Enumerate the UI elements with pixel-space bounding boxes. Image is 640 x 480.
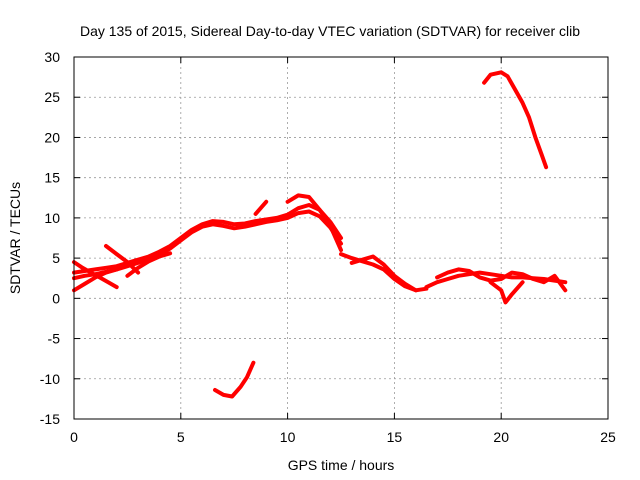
y-tick-label: -15 [40,411,60,427]
series-early-1 [72,260,119,290]
y-tick-label: 30 [44,49,60,65]
series-late [424,270,568,290]
x-tick-label: 15 [387,429,403,445]
series-late-dip [488,280,525,305]
y-tick-label: -10 [40,371,60,387]
y-tick-label: -5 [48,331,61,347]
chart-title: Day 135 of 2015, Sidereal Day-to-day VTE… [80,23,580,39]
series-early-2 [72,267,119,293]
y-tick-label: 10 [44,210,60,226]
series-hump-spur [253,199,269,216]
series-hump-2 [285,193,343,253]
x-tick-label: 0 [70,429,78,445]
series-high-arc [482,70,549,170]
series-early-3 [104,244,141,275]
y-tick-label: 0 [52,290,60,306]
tick-labels: 0 5 10 15 20 25 -15 -10 -5 0 5 10 15 20 25 30 [40,49,616,445]
y-tick-label: 15 [44,170,60,186]
series-late-b [435,267,568,293]
y-axis-label: SDTVAR / TECUs [7,182,23,294]
grid [74,57,608,419]
axis-ticks [73,56,609,420]
x-tick-label: 5 [177,429,185,445]
x-tick-label: 20 [493,429,509,445]
series-decline-b [349,254,418,293]
x-axis-label: GPS time / hours [288,457,395,473]
plot-frame [73,56,609,420]
series-main-a [72,203,343,275]
y-tick-label: 20 [44,129,60,145]
series-early-4 [125,251,173,278]
x-tick-label: 10 [280,429,296,445]
y-tick-label: 5 [52,250,60,266]
series-low-arc [213,360,256,399]
series-layer [72,70,568,399]
x-tick-label: 25 [600,429,616,445]
y-tick-label: 25 [44,89,60,105]
